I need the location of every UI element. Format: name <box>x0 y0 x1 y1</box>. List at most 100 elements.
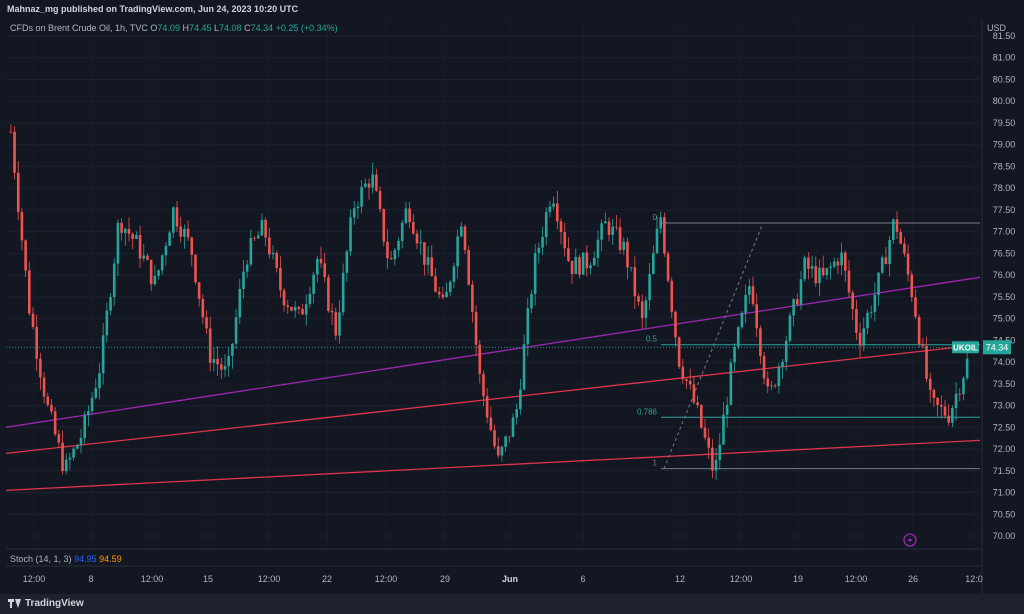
x-tick-label: 12 <box>675 574 685 584</box>
candle-body <box>832 261 836 267</box>
y-tick-label: 76.50 <box>993 248 1016 258</box>
candle-body <box>400 222 404 241</box>
y-tick-label: 75.00 <box>993 314 1016 324</box>
candle-body <box>72 448 75 458</box>
candle-body <box>910 274 914 298</box>
y-tick-label: 78.50 <box>993 161 1016 171</box>
tradingview-logo[interactable]: TradingView <box>8 598 84 609</box>
candle-body <box>722 414 725 445</box>
fib-level-label: 0 <box>653 213 658 222</box>
stoch-name: Stoch (14, 1, 3) <box>10 554 72 564</box>
candle-body <box>194 254 197 283</box>
candle-body <box>53 411 57 435</box>
candle-body <box>301 308 304 315</box>
candle-body <box>352 208 356 218</box>
y-tick-label: 72.00 <box>993 444 1016 454</box>
candle-body <box>578 257 581 275</box>
candle-body <box>98 373 101 389</box>
candle-body <box>884 257 888 265</box>
candle-body <box>87 411 90 416</box>
x-tick-label: 6 <box>580 574 585 584</box>
high-label: H <box>182 23 189 33</box>
candle-body <box>696 402 699 406</box>
time-axis[interactable]: 12:00 8 12:00 15 12:00 22 12:00 29 Jun 6 12 12:00 19… <box>6 548 983 584</box>
candle-body <box>109 297 112 311</box>
candle-body <box>341 272 345 313</box>
candle-body <box>238 289 242 318</box>
trendline-red <box>5 439 981 491</box>
candle-body <box>386 241 389 259</box>
candle-body <box>685 379 688 381</box>
candle-body <box>530 294 533 309</box>
candle-body <box>567 248 570 261</box>
x-tick-label: 8 <box>88 574 93 584</box>
candle-body <box>585 252 589 269</box>
tradingview-icon <box>8 598 22 608</box>
candle-body <box>452 266 456 282</box>
candle-body <box>120 222 123 233</box>
candle-body <box>674 311 677 338</box>
candle-body <box>42 377 46 397</box>
candle-body <box>552 203 555 207</box>
candle-body <box>928 378 932 390</box>
price-axis[interactable]: 81.50 81.00 80.50 80.00 79.50 79.00 78.50 78.00… <box>981 20 1016 594</box>
candle-body <box>659 217 662 229</box>
candle-body <box>600 223 603 240</box>
x-tick-label: 12:00 <box>375 574 398 584</box>
candle-body <box>618 227 622 250</box>
candle-body <box>327 277 330 311</box>
candle-body <box>160 255 164 271</box>
candle-body <box>76 445 79 449</box>
stoch-indicator-legend[interactable]: Stoch (14, 1, 3) 94.95 94.59 <box>10 554 122 564</box>
candlestick-series <box>9 124 969 480</box>
symbol-legend: CFDs on Brent Crude Oil, 1h, TVC O74.09 … <box>10 23 338 33</box>
candle-body <box>220 364 223 370</box>
candle-body <box>652 253 655 274</box>
candle-body <box>227 355 230 367</box>
candle-body <box>589 265 592 269</box>
candle-body <box>570 260 574 274</box>
candle-body <box>116 222 120 264</box>
candle-body <box>751 286 755 305</box>
candle-body <box>707 437 710 448</box>
fib-level-label: 1 <box>653 459 658 468</box>
candle-body <box>703 427 707 438</box>
candle-body <box>770 385 773 387</box>
symbol-tag: UKOIL <box>953 343 978 352</box>
y-tick-label: 81.50 <box>993 31 1016 41</box>
candle-body <box>349 217 352 252</box>
candle-body <box>604 221 607 224</box>
candle-body <box>729 362 733 405</box>
candle-body <box>371 174 374 188</box>
candle-body <box>548 206 552 212</box>
candle-body <box>268 237 271 255</box>
chart-grid <box>6 20 980 548</box>
fib-trend-line <box>663 222 764 469</box>
candle-body <box>172 207 175 233</box>
candle-body <box>482 373 485 397</box>
candle-body <box>759 328 762 357</box>
candle-body <box>644 300 648 318</box>
candle-body <box>249 237 253 265</box>
candle-body <box>954 393 958 409</box>
candle-body <box>951 408 954 423</box>
candle-body <box>485 396 489 418</box>
candle-body <box>748 286 751 295</box>
candle-body <box>880 257 884 273</box>
candle-body <box>415 233 419 244</box>
candle-body <box>245 264 249 272</box>
candle-body <box>297 307 301 309</box>
candle-body <box>892 219 895 240</box>
candle-body <box>338 312 341 336</box>
candle-body <box>943 406 947 416</box>
candle-body <box>493 430 496 447</box>
candle-body <box>467 250 470 285</box>
candle-body <box>430 257 434 277</box>
candle-body <box>692 384 696 403</box>
candle-body <box>799 279 803 305</box>
candle-body <box>323 263 326 278</box>
candle-body <box>212 358 216 363</box>
candle-body <box>640 301 644 318</box>
footer-bar <box>0 594 1024 614</box>
